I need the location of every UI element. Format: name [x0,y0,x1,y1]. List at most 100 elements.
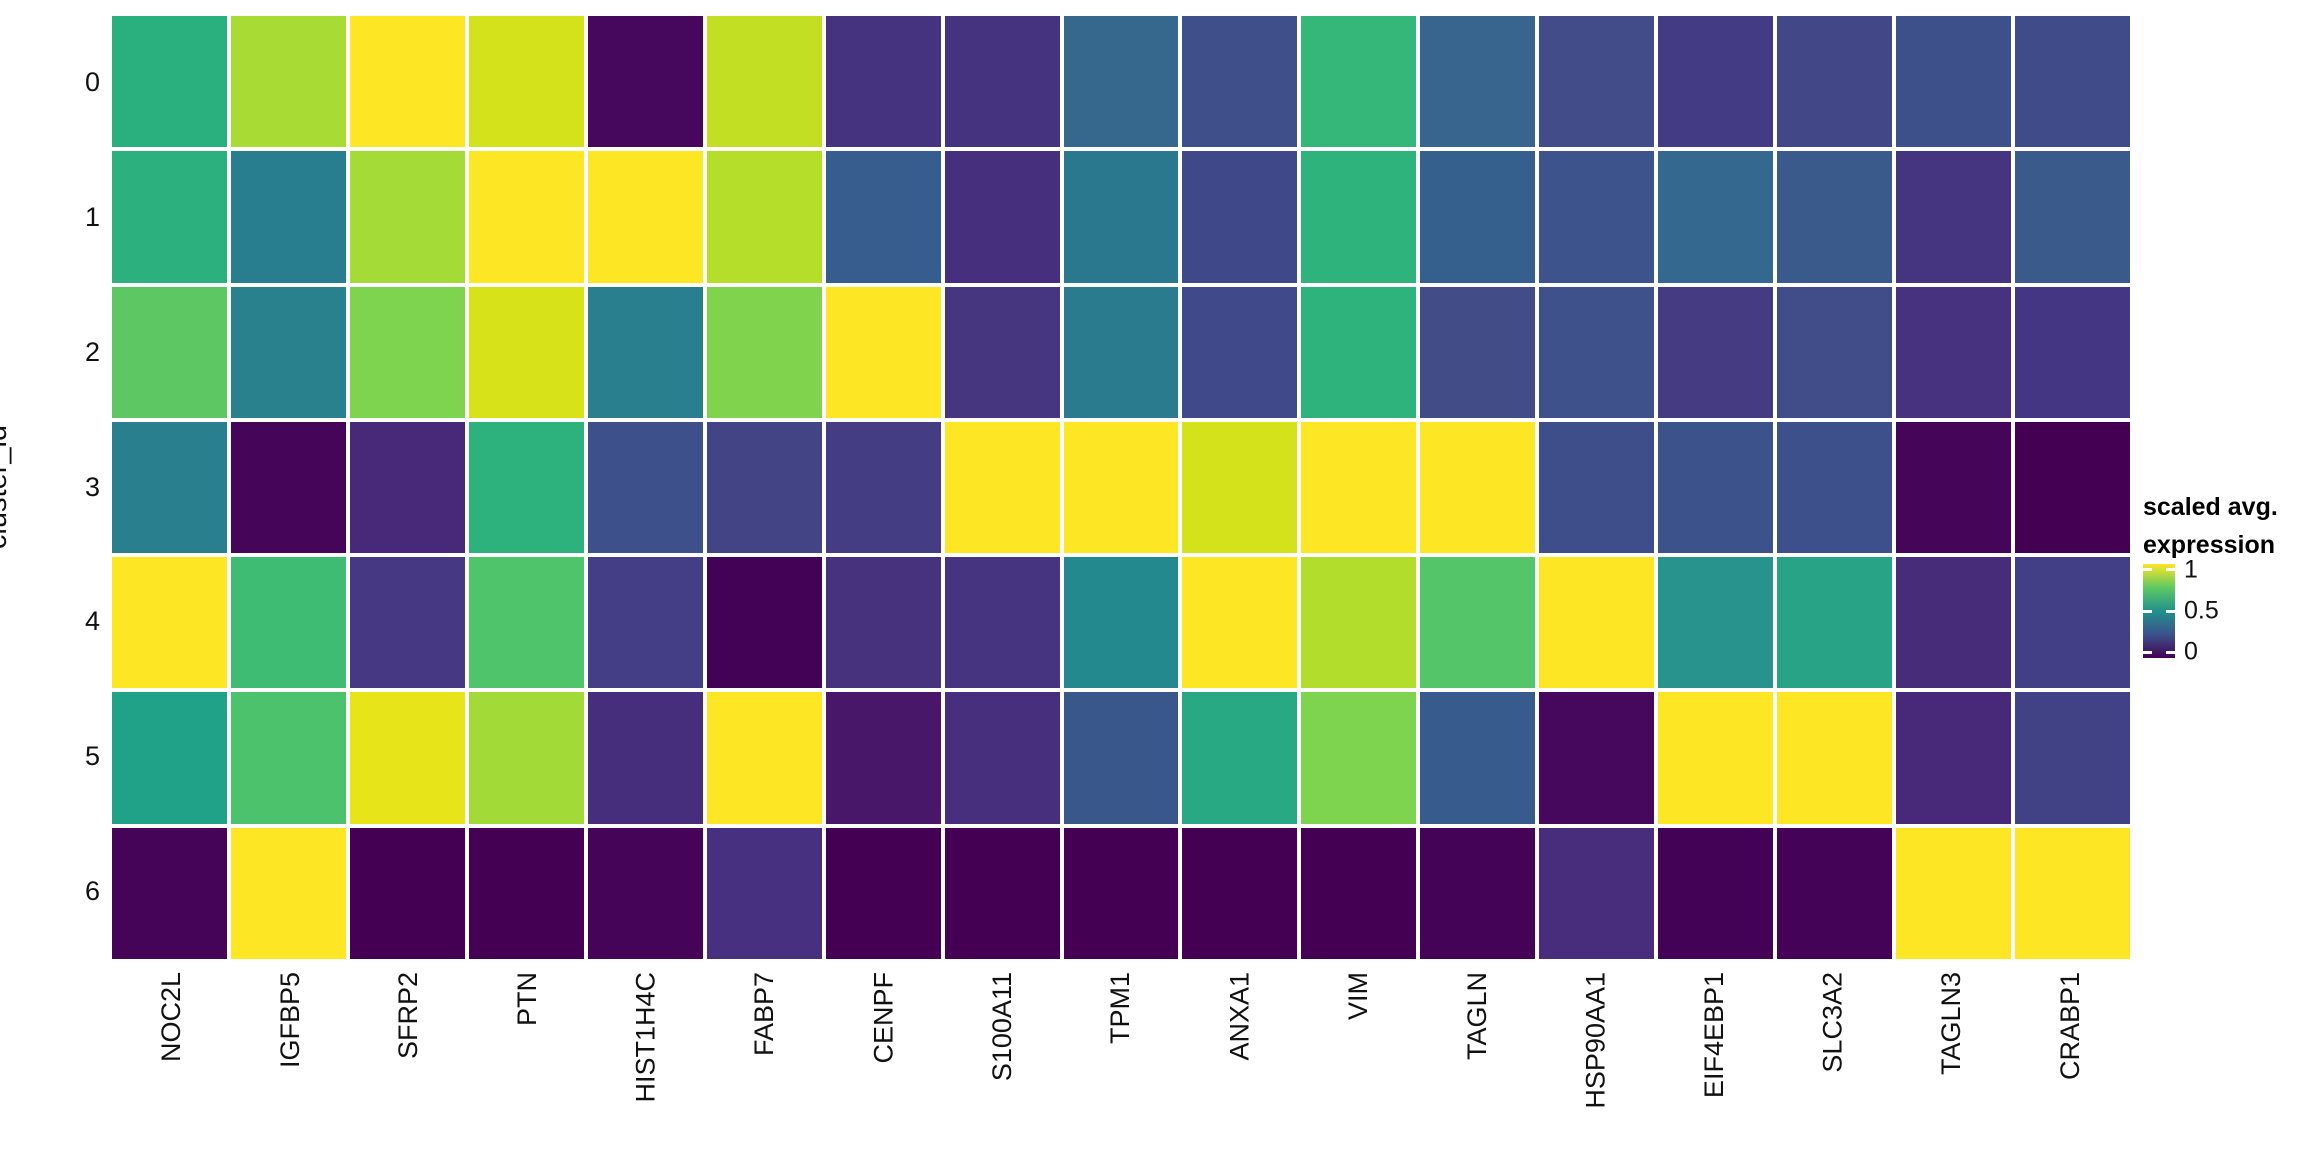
y-tick-label-1: 1 [84,202,100,233]
heatmap-cell-r3-c12 [1539,421,1655,554]
heatmap-cell-r3-c13 [1658,421,1774,554]
x-tick-label-VIM: VIM [1343,972,1373,1021]
heatmap-cell-r2-c3 [468,286,584,418]
heatmap-cell-r3-c16 [2015,421,2130,554]
heatmap-cell-r4-c3 [468,557,584,689]
heatmap-cell-r5-c8 [1063,692,1179,824]
heatmap-cell-r6-c0 [112,827,227,959]
heatmap-cell-r0-c3 [468,16,584,148]
heatmap-cell-r4-c15 [1896,557,2012,689]
heatmap-cell-r0-c5 [706,16,822,148]
heatmap-cell-r3-c4 [587,421,703,554]
heatmap-cell-r2-c12 [1539,286,1655,418]
x-tick-label-EIF4EBP1: EIF4EBP1 [1699,972,1730,1099]
heatmap-cell-r2-c8 [1063,286,1179,418]
heatmap-cell-r6-c16 [2015,827,2130,959]
heatmap-cell-r1-c13 [1658,151,1774,283]
heatmap-cell-r5-c10 [1301,692,1417,824]
heatmap-cell-r1-c16 [2015,151,2130,283]
heatmap-cell-r2-c4 [587,286,703,418]
heatmap-cell-r1-c11 [1420,151,1536,283]
heatmap-cell-r0-c9 [1182,16,1298,148]
heatmap-cell-r6-c8 [1063,827,1179,959]
heatmap-cell-r5-c5 [706,692,822,824]
heatmap-cell-r1-c9 [1182,151,1298,283]
colorbar-tick-mark [2143,609,2152,613]
heatmap-cell-r4-c0 [112,557,227,689]
heatmap-cell-r6-c3 [468,827,584,959]
heatmap-cell-r6-c4 [587,827,703,959]
heatmap-cell-r4-c10 [1301,557,1417,689]
x-tick-label-PTN: PTN [512,972,542,1026]
x-tick-label-CRABP1: CRABP1 [2055,972,2086,1081]
colorbar-tick-mark [2143,568,2152,572]
heatmap-cell-r2-c6 [825,286,941,418]
heatmap-cell-r2-c5 [706,286,822,418]
heatmap-cell-r0-c16 [2015,16,2130,148]
x-tick-label-SFRP2: SFRP2 [393,972,424,1060]
heatmap-cell-r2-c11 [1420,286,1536,418]
heatmap-cell-r3-c7 [944,421,1060,554]
heatmap-cell-r6-c6 [825,827,941,959]
heatmap-cell-r1-c0 [112,151,227,283]
heatmap-cell-r5-c16 [2015,692,2130,824]
heatmap-cell-r6-c10 [1301,827,1417,959]
heatmap-cell-r3-c14 [1777,421,1893,554]
x-tick-label-FABP7: FABP7 [749,972,780,1057]
heatmap-cell-r5-c14 [1777,692,1893,824]
heatmap-cell-r0-c2 [349,16,465,148]
heatmap-cell-r5-c15 [1896,692,2012,824]
heatmap-cell-r5-c1 [230,692,346,824]
heatmap-cell-r4-c13 [1658,557,1774,689]
x-tick-label-HIST1H4C: HIST1H4C [630,972,661,1103]
heatmap-cell-r4-c5 [706,557,822,689]
heatmap-cell-r5-c6 [825,692,941,824]
x-tick-label-TAGLN: TAGLN [1461,972,1492,1061]
colorbar-tick-mark [2166,568,2175,572]
heatmap-cell-r5-c3 [468,692,584,824]
heatmap-cell-r5-c11 [1420,692,1536,824]
heatmap-grid [112,16,2130,959]
x-tick-label-ANXA1: ANXA1 [1224,972,1255,1061]
x-tick-label-TAGLN3: TAGLN3 [1936,972,1967,1076]
heatmap-cell-r5-c9 [1182,692,1298,824]
heatmap-cell-r1-c3 [468,151,584,283]
heatmap-cell-r6-c11 [1420,827,1536,959]
heatmap-cell-r4-c14 [1777,557,1893,689]
y-tick-label-2: 2 [84,336,100,367]
heatmap-cell-r0-c7 [944,16,1060,148]
heatmap-cell-r0-c0 [112,16,227,148]
heatmap-cell-r4-c2 [349,557,465,689]
x-tick-label-CENPF: CENPF [868,972,899,1064]
heatmap-cell-r4-c11 [1420,557,1536,689]
heatmap-cell-r4-c6 [825,557,941,689]
heatmap-cell-r0-c10 [1301,16,1417,148]
heatmap-cell-r5-c2 [349,692,465,824]
y-tick-label-6: 6 [84,875,100,906]
legend-title: scaled avg. expression [2143,488,2278,564]
heatmap-cell-r3-c6 [825,421,941,554]
heatmap-cell-r3-c11 [1420,421,1536,554]
heatmap-cell-r6-c7 [944,827,1060,959]
heatmap-cell-r3-c15 [1896,421,2012,554]
x-tick-label-HSP90AA1: HSP90AA1 [1580,972,1611,1109]
heatmap-cell-r0-c11 [1420,16,1536,148]
heatmap-cell-r3-c2 [349,421,465,554]
heatmap-cell-r3-c1 [230,421,346,554]
heatmap-cell-r3-c3 [468,421,584,554]
heatmap-cell-r6-c1 [230,827,346,959]
heatmap-cell-r1-c15 [1896,151,2012,283]
heatmap-cell-r2-c0 [112,286,227,418]
heatmap-cell-r5-c4 [587,692,703,824]
heatmap-cell-r1-c7 [944,151,1060,283]
heatmap-cell-r1-c5 [706,151,822,283]
heatmap-cell-r0-c8 [1063,16,1179,148]
heatmap-cell-r0-c12 [1539,16,1655,148]
heatmap-cell-r0-c13 [1658,16,1774,148]
heatmap-cell-r4-c16 [2015,557,2130,689]
heatmap-cell-r4-c7 [944,557,1060,689]
y-tick-label-0: 0 [84,67,100,98]
heatmap-cell-r2-c14 [1777,286,1893,418]
legend-title-line2: expression [2143,531,2276,559]
heatmap-cell-r6-c14 [1777,827,1893,959]
